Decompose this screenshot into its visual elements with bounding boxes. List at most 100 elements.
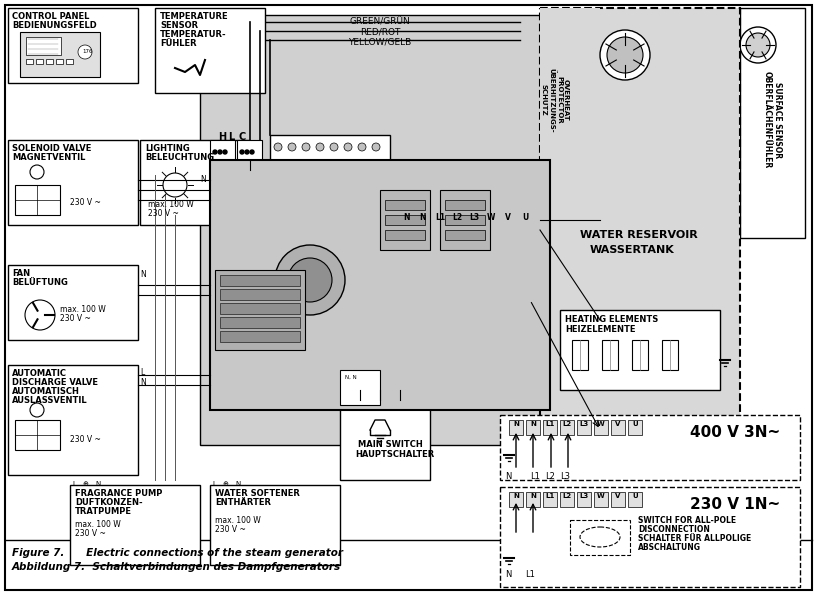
FancyBboxPatch shape [526,420,540,435]
Text: W: W [597,493,605,499]
Text: TEMPERATUR-: TEMPERATUR- [160,30,226,39]
FancyBboxPatch shape [467,212,481,232]
Text: AUTOMATIC: AUTOMATIC [12,369,67,378]
Circle shape [30,403,44,417]
Text: DISCONNECTION: DISCONNECTION [638,525,710,534]
Text: 176: 176 [82,49,92,54]
FancyBboxPatch shape [340,400,430,480]
FancyBboxPatch shape [15,185,60,215]
FancyBboxPatch shape [560,492,574,507]
FancyBboxPatch shape [66,59,73,64]
Text: FRAGRANCE PUMP: FRAGRANCE PUMP [75,489,163,498]
Text: N: N [505,472,511,481]
FancyBboxPatch shape [70,485,200,565]
FancyBboxPatch shape [200,15,590,445]
Text: OVERHEAT
PROTECTOR
ÜBERHITZUNGS-
SCHUTZ: OVERHEAT PROTECTOR ÜBERHITZUNGS- SCHUTZ [541,68,569,132]
Text: L2: L2 [545,472,555,481]
FancyBboxPatch shape [56,59,63,64]
Text: 230 V ~: 230 V ~ [70,198,100,207]
Text: L: L [228,132,234,142]
FancyBboxPatch shape [26,59,33,64]
Text: L3: L3 [579,421,588,427]
Circle shape [275,245,345,315]
Text: U: U [522,213,528,222]
Text: V: V [615,493,621,499]
Text: W: W [487,213,495,222]
Text: C: C [238,132,245,142]
FancyBboxPatch shape [20,32,100,77]
FancyBboxPatch shape [440,190,490,250]
FancyBboxPatch shape [570,520,630,555]
FancyBboxPatch shape [220,275,300,286]
Text: FAN: FAN [12,269,30,278]
Circle shape [746,33,770,57]
FancyBboxPatch shape [433,212,447,232]
FancyBboxPatch shape [526,492,540,507]
Text: N, N: N, N [345,375,357,380]
Text: ABSCHALTUNG: ABSCHALTUNG [638,543,701,552]
Text: 230 V ~: 230 V ~ [148,209,179,218]
FancyBboxPatch shape [8,265,138,340]
Circle shape [344,143,352,151]
Text: ENTHÄRTER: ENTHÄRTER [215,498,271,507]
FancyBboxPatch shape [8,8,138,83]
Text: N: N [530,493,536,499]
Text: Abbildung 7.  Schaltverbindungen des Dampfgenerators: Abbildung 7. Schaltverbindungen des Damp… [12,562,342,572]
FancyBboxPatch shape [445,215,485,225]
FancyBboxPatch shape [385,230,425,240]
Text: WATER RESERVOIR: WATER RESERVOIR [580,230,698,240]
Text: LIGHTING: LIGHTING [145,144,190,153]
FancyBboxPatch shape [740,8,805,238]
FancyBboxPatch shape [445,200,485,210]
Text: L1: L1 [546,421,555,427]
Text: HEIZELEMENTE: HEIZELEMENTE [565,325,636,334]
Text: TEMPERATURE: TEMPERATURE [160,12,229,21]
Text: AUTOMATISCH: AUTOMATISCH [12,387,80,396]
Text: L2: L2 [452,213,462,222]
Circle shape [223,150,227,154]
FancyBboxPatch shape [572,340,588,370]
Circle shape [316,143,324,151]
FancyBboxPatch shape [220,331,300,342]
Text: N: N [420,213,426,222]
FancyBboxPatch shape [380,190,430,250]
Text: CONTROL PANEL: CONTROL PANEL [12,12,89,21]
Text: BEDIENUNGSFELD: BEDIENUNGSFELD [12,21,96,30]
Text: L3: L3 [560,472,570,481]
FancyBboxPatch shape [399,212,413,232]
Circle shape [288,258,332,302]
FancyBboxPatch shape [509,492,523,507]
Text: 230 V ~: 230 V ~ [215,525,246,534]
Circle shape [245,150,249,154]
FancyBboxPatch shape [8,140,138,225]
FancyBboxPatch shape [500,415,800,480]
Text: L: L [140,368,145,377]
Circle shape [250,150,254,154]
Text: AUSLASSVENTIL: AUSLASSVENTIL [12,396,87,405]
FancyBboxPatch shape [220,303,300,314]
FancyBboxPatch shape [602,340,618,370]
Text: L1: L1 [525,570,535,579]
Circle shape [330,143,338,151]
Text: BELEUCHTUNG: BELEUCHTUNG [145,153,214,162]
Text: DUFTKONZEN-: DUFTKONZEN- [75,498,143,507]
FancyBboxPatch shape [577,420,591,435]
Text: YELLOW/GELB: YELLOW/GELB [348,37,412,46]
Text: L: L [212,481,216,487]
Text: RED/ROT: RED/ROT [359,27,400,36]
FancyBboxPatch shape [445,230,485,240]
Circle shape [218,150,222,154]
Circle shape [288,143,296,151]
FancyBboxPatch shape [500,487,800,587]
Circle shape [740,27,776,63]
Circle shape [163,173,187,197]
Circle shape [600,30,650,80]
Text: SENSOR: SENSOR [160,21,199,30]
FancyBboxPatch shape [577,492,591,507]
FancyBboxPatch shape [509,420,523,435]
FancyBboxPatch shape [540,8,740,438]
FancyBboxPatch shape [385,200,425,210]
Text: N: N [235,481,240,487]
FancyBboxPatch shape [140,140,250,225]
Text: N: N [513,493,519,499]
